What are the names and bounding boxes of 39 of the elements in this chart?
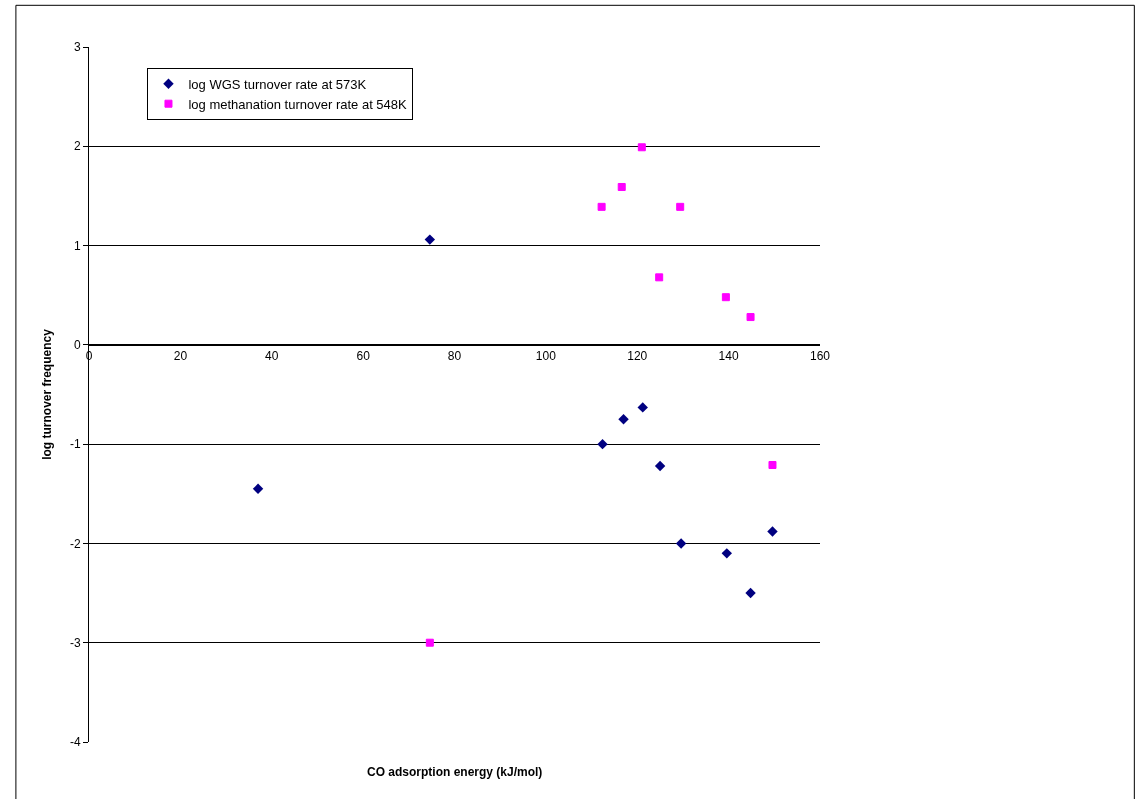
point (637, 402, 648, 413)
point (597, 438, 608, 450)
x-tick-label: 40 (265, 349, 279, 364)
point (768, 460, 777, 469)
point (425, 638, 434, 647)
x-tick-label: 120 (627, 349, 648, 364)
point (676, 202, 685, 211)
x-tick-label: 60 (356, 349, 371, 364)
x-tick-label: 100 (535, 349, 557, 364)
x-tick-label: 140 (718, 349, 739, 364)
y-tick-label: 3 (73, 40, 81, 55)
y-tick-label: -3 (69, 635, 81, 650)
point (745, 587, 756, 599)
point (637, 143, 646, 152)
y-tick-label: -4 (69, 735, 81, 750)
y-tick-label: 1 (73, 238, 81, 253)
point (424, 234, 436, 245)
legend-label: log WGS turnover rate at 573K (188, 76, 367, 92)
point (767, 526, 778, 537)
point (597, 202, 606, 211)
x-axis-title: CO adsorption energy (kJ/mol) (367, 765, 543, 779)
y-tick-label: 0 (73, 338, 81, 353)
y-tick-label: -2 (69, 536, 81, 551)
point (252, 483, 264, 495)
point (618, 414, 629, 425)
legend-label: log methanation turnover rate at 548K (188, 96, 408, 112)
point (721, 293, 730, 302)
y-tick-label: 2 (73, 139, 81, 154)
y-tick-label: -1 (69, 437, 81, 452)
point (721, 548, 732, 559)
point (746, 313, 755, 322)
x-tick-label: 20 (173, 349, 188, 364)
point (617, 182, 626, 191)
point (654, 460, 666, 472)
point (675, 538, 687, 549)
y-axis-title: log turnover frequency (40, 328, 55, 460)
x-tick-label: 160 (809, 349, 831, 364)
point (655, 273, 664, 282)
x-tick-label: 80 (447, 349, 462, 364)
